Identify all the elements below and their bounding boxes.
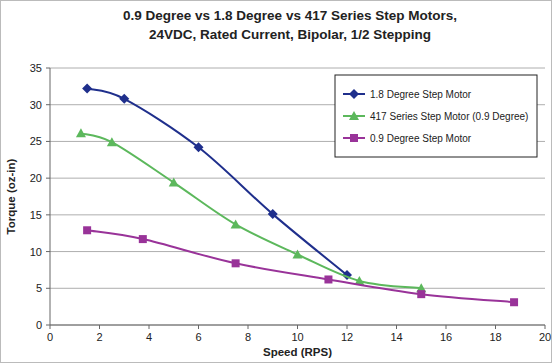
x-tick bbox=[198, 325, 199, 329]
x-tick-label: 10 bbox=[291, 331, 303, 343]
data-point bbox=[107, 137, 117, 146]
y-tick-label: 30 bbox=[30, 99, 42, 111]
grid-line bbox=[50, 68, 545, 69]
x-tick bbox=[149, 325, 150, 329]
x-tick-label: 18 bbox=[489, 331, 501, 343]
x-axis-label: Speed (RPS) bbox=[263, 346, 332, 358]
title: 0.9 Degree vs 1.8 Degree vs 417 Series S… bbox=[123, 8, 457, 42]
x-tick-label: 12 bbox=[341, 331, 353, 343]
y-tick bbox=[46, 214, 50, 215]
y-tick-label: 10 bbox=[30, 246, 42, 258]
x-tick bbox=[248, 325, 249, 329]
chart-border bbox=[1, 1, 552, 363]
series-line bbox=[87, 89, 347, 276]
data-point bbox=[268, 209, 278, 219]
x-tick-label: 16 bbox=[440, 331, 452, 343]
chart: 0.9 Degree vs 1.8 Degree vs 417 Series S… bbox=[0, 0, 552, 363]
x-tick-label: 8 bbox=[245, 331, 251, 343]
y-axis-label: Torque (oz-in) bbox=[5, 158, 17, 234]
y-tick bbox=[46, 141, 50, 142]
data-point bbox=[324, 275, 332, 283]
x-tick bbox=[347, 325, 348, 329]
x-tick bbox=[99, 325, 100, 329]
x-tick bbox=[446, 325, 447, 329]
x-tick bbox=[297, 325, 298, 329]
grid-line bbox=[50, 288, 545, 289]
data-point bbox=[293, 250, 303, 259]
data-point bbox=[194, 142, 204, 152]
y-tick-label: 15 bbox=[30, 209, 42, 221]
data-point bbox=[231, 219, 241, 228]
x-tick bbox=[545, 325, 546, 329]
y-tick-label: 35 bbox=[30, 62, 42, 74]
x-tick bbox=[50, 325, 51, 329]
y-tick bbox=[46, 68, 50, 69]
data-point bbox=[82, 84, 92, 94]
legend-marker bbox=[350, 134, 358, 142]
x-tick bbox=[495, 325, 496, 329]
data-point bbox=[76, 128, 86, 137]
y-tick bbox=[46, 288, 50, 289]
series-line bbox=[87, 230, 514, 302]
y-tick-label: 0 bbox=[36, 319, 42, 331]
grid-line bbox=[50, 214, 545, 215]
y-axis bbox=[50, 68, 51, 325]
x-axis bbox=[50, 325, 545, 326]
legend-marker bbox=[349, 111, 359, 120]
x-tick-label: 6 bbox=[195, 331, 201, 343]
data-point bbox=[232, 259, 240, 267]
x-tick-label: 2 bbox=[96, 331, 102, 343]
data-point bbox=[119, 94, 129, 104]
y-tick-label: 5 bbox=[36, 282, 42, 294]
legend-marker bbox=[349, 89, 359, 99]
legend-label: 0.9 Degree Step Motor bbox=[370, 133, 472, 144]
data-point bbox=[139, 235, 147, 243]
data-point bbox=[510, 298, 518, 306]
y-tick bbox=[46, 178, 50, 179]
legend-box bbox=[335, 75, 537, 157]
x-tick-label: 14 bbox=[390, 331, 402, 343]
grid-line bbox=[50, 325, 545, 326]
x-tick bbox=[396, 325, 397, 329]
legend-label: 417 Series Step Motor (0.9 Degree) bbox=[370, 111, 528, 122]
grid-line bbox=[50, 178, 545, 179]
x-tick-label: 4 bbox=[146, 331, 152, 343]
data-point bbox=[83, 226, 91, 234]
data-point bbox=[417, 290, 425, 298]
y-tick-label: 25 bbox=[30, 135, 42, 147]
x-tick-label: 20 bbox=[539, 331, 551, 343]
y-tick bbox=[46, 251, 50, 252]
data-point bbox=[169, 178, 179, 187]
y-tick bbox=[46, 104, 50, 105]
legend-label: 1.8 Degree Step Motor bbox=[370, 89, 472, 100]
legend: 1.8 Degree Step Motor 417 Series Step Mot… bbox=[335, 75, 537, 157]
x-tick-label: 0 bbox=[47, 331, 53, 343]
y-tick-label: 20 bbox=[30, 172, 42, 184]
y-tick bbox=[46, 325, 50, 326]
